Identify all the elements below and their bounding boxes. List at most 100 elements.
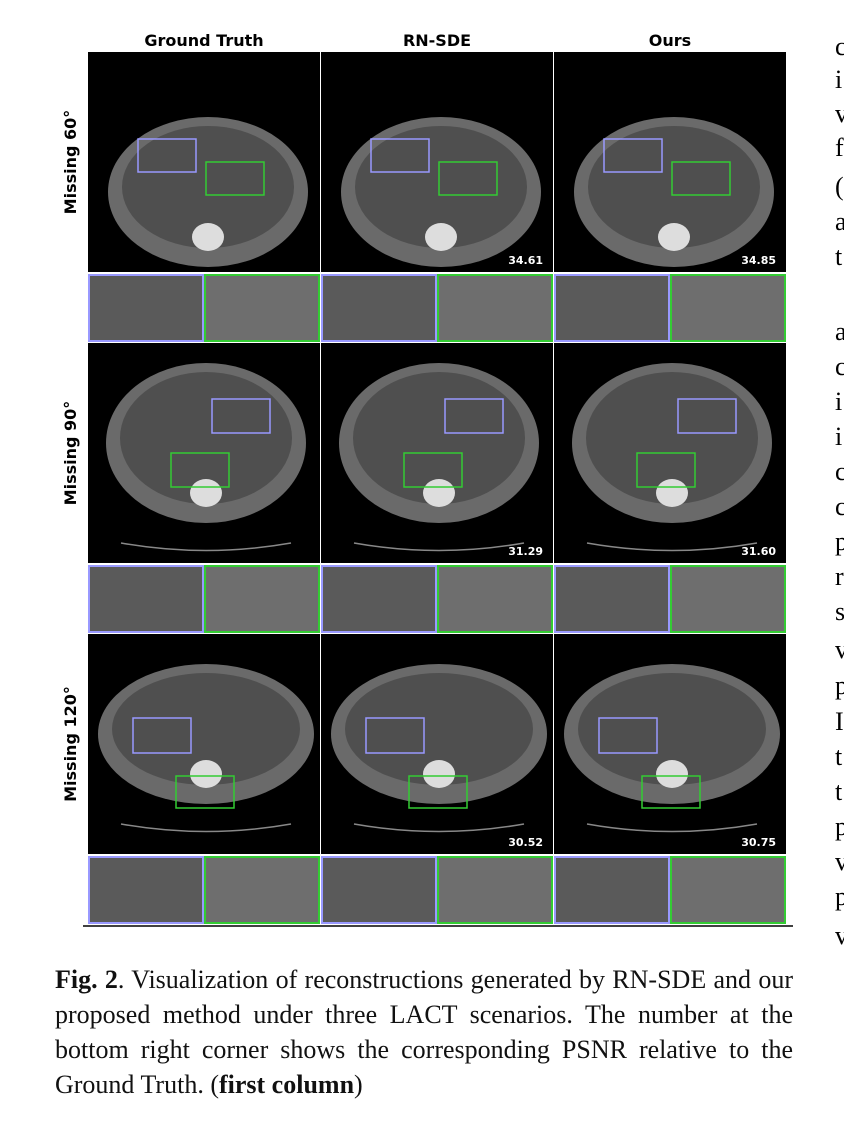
ct-inner <box>112 673 300 785</box>
figure: Ground Truth RN-SDE Ours Missing 60° 34.61 34… <box>61 31 844 950</box>
ct-table <box>120 542 292 552</box>
ct-spine <box>656 479 688 507</box>
ct-spine <box>192 223 224 251</box>
roi-box <box>677 398 737 434</box>
margin-text: p <box>835 812 844 841</box>
roi-box <box>170 452 230 488</box>
margin-text: I <box>835 707 844 736</box>
roi-box <box>370 138 430 173</box>
margin-text: s <box>835 597 844 626</box>
zoom-left <box>321 565 437 633</box>
margin-text: t <box>835 777 843 806</box>
ct-table <box>353 823 525 833</box>
zoom-right <box>670 856 786 924</box>
ct-inner <box>122 126 294 248</box>
margin-text: f <box>835 133 844 162</box>
zoom-right <box>437 856 553 924</box>
margin-text: t <box>835 742 843 771</box>
roi-box <box>137 138 197 173</box>
column-header: RN-SDE <box>403 31 471 50</box>
column-header: Ground Truth <box>144 31 263 50</box>
roi-box <box>175 775 235 809</box>
ct-spine <box>190 760 222 788</box>
ct-table <box>586 823 758 833</box>
psnr-value: 31.29 <box>508 545 543 558</box>
roi-box <box>641 775 701 809</box>
psnr-value: 30.75 <box>741 836 776 849</box>
ct-spine <box>658 223 690 251</box>
ct-inner <box>586 372 758 504</box>
zoom-left <box>554 565 670 633</box>
zoom-right <box>204 565 320 633</box>
zoom-right <box>204 856 320 924</box>
ct-spine <box>190 479 222 507</box>
margin-text: c <box>835 352 844 381</box>
ct-spine <box>423 479 455 507</box>
roi-box <box>132 717 192 754</box>
roi-box <box>408 775 468 809</box>
roi-box <box>671 161 731 196</box>
margin-text: i <box>835 422 842 451</box>
ct-table <box>353 542 525 552</box>
roi-box <box>603 138 663 173</box>
margin-text: c <box>835 492 844 521</box>
caption-text: . Visualization of reconstructions gener… <box>55 965 793 1099</box>
psnr-value: 34.85 <box>741 254 776 267</box>
margin-text: c <box>835 32 844 61</box>
ct-table <box>120 823 292 833</box>
caption-label: Fig. 2 <box>55 965 118 994</box>
margin-text: p <box>835 882 844 911</box>
caption-bold: first column <box>218 1070 355 1099</box>
margin-text: v <box>835 635 844 664</box>
psnr-value: 30.52 <box>508 836 543 849</box>
margin-text: i <box>835 65 842 94</box>
roi-box <box>636 452 696 488</box>
ct-inner <box>578 673 766 785</box>
ct-inner <box>120 372 292 504</box>
caption-close: ) <box>354 1070 363 1099</box>
ct-spine <box>423 760 455 788</box>
zoom-right <box>670 565 786 633</box>
zoom-right <box>437 274 553 342</box>
margin-text: p <box>835 527 844 556</box>
zoom-left <box>88 856 204 924</box>
row-label: Missing 90° <box>61 401 80 506</box>
ct-spine <box>656 760 688 788</box>
ct-inner <box>588 126 760 248</box>
roi-box <box>598 717 658 754</box>
margin-text: v <box>835 99 844 128</box>
roi-box <box>365 717 425 754</box>
zoom-left <box>88 565 204 633</box>
roi-box <box>205 161 265 196</box>
psnr-value: 31.60 <box>741 545 776 558</box>
ct-inner <box>345 673 533 785</box>
psnr-value: 34.61 <box>508 254 543 267</box>
zoom-right <box>437 565 553 633</box>
roi-box <box>438 161 498 196</box>
ct-spine <box>425 223 457 251</box>
margin-text: a <box>835 207 844 236</box>
zoom-left <box>554 856 670 924</box>
zoom-right <box>670 274 786 342</box>
zoom-left <box>554 274 670 342</box>
margin-text: p <box>835 671 844 700</box>
roi-box <box>444 398 504 434</box>
zoom-right <box>204 274 320 342</box>
zoom-left <box>88 274 204 342</box>
margin-text: i <box>835 387 842 416</box>
roi-box <box>211 398 271 434</box>
zoom-left <box>321 274 437 342</box>
caption: Fig. 2. Visualization of reconstructions… <box>55 962 793 1102</box>
ct-table <box>586 542 758 552</box>
row-label: Missing 120° <box>61 686 80 802</box>
margin-text: c <box>835 457 844 486</box>
ct-inner <box>353 372 525 504</box>
row-label: Missing 60° <box>61 110 80 215</box>
margin-text: r <box>835 562 844 591</box>
ct-inner <box>355 126 527 248</box>
zoom-left <box>321 856 437 924</box>
margin-text: t <box>835 242 843 271</box>
margin-text: a <box>835 317 844 346</box>
margin-text: v <box>835 921 844 950</box>
